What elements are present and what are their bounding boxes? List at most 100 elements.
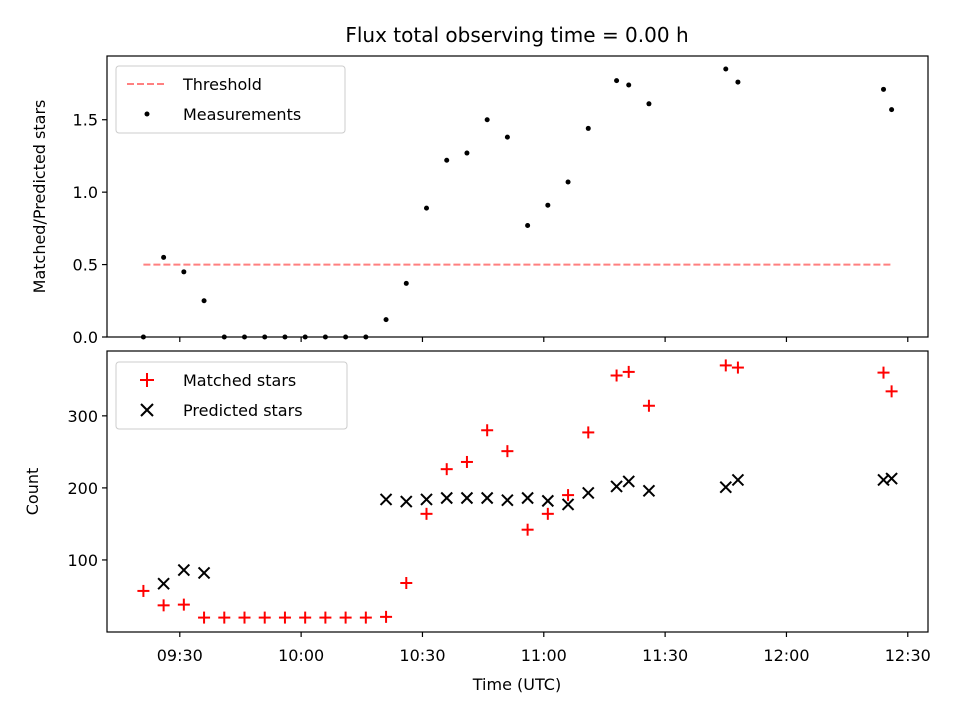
predicted-star-stroke-b	[440, 491, 453, 505]
matched-star-point	[622, 365, 635, 378]
predicted-star-point	[610, 480, 623, 493]
matched-star-point	[460, 455, 473, 468]
top-y-axis-label: Matched/Predicted stars	[30, 100, 49, 294]
predicted-star-stroke-b	[501, 493, 514, 507]
predicted-star-point	[379, 493, 393, 506]
matched-star-point	[400, 577, 413, 590]
measurement-point	[545, 202, 551, 208]
matched-star-point	[380, 610, 393, 623]
top-legend-box	[115, 65, 346, 134]
measurement-point	[161, 254, 167, 260]
measurement-point	[723, 66, 729, 72]
matched-star-point	[541, 507, 554, 520]
measurement-point	[201, 298, 207, 304]
chart-title: Flux total observing time = 0.00 h	[345, 23, 688, 47]
predicted-star-stroke-b	[561, 498, 575, 511]
predicted-star-point	[460, 491, 474, 505]
predicted-star-stroke-b	[177, 563, 191, 577]
matched-star-point	[420, 507, 433, 520]
predicted-star-stroke-b	[460, 491, 474, 505]
predicted-star-stroke-b	[157, 577, 170, 590]
bottom-y-tick-label: 300	[67, 407, 98, 426]
matched-star-point	[877, 366, 890, 379]
predicted-star-point	[521, 491, 534, 505]
measurements-legend-label: Measurements	[183, 105, 301, 124]
predicted-star-point	[561, 498, 575, 511]
top-y-tick-label: 1.0	[73, 183, 98, 202]
measurement-point	[424, 205, 430, 211]
matched-star-point	[319, 611, 332, 624]
matched-star-point	[359, 611, 372, 624]
predicted-star-stroke-b	[719, 480, 732, 494]
matched-star-point	[218, 611, 231, 624]
predicted-star-point	[157, 577, 170, 590]
measurement-point	[614, 78, 620, 84]
matched-star-point	[258, 611, 271, 624]
measurement-point	[889, 107, 895, 113]
predicted-star-stroke-b	[420, 493, 433, 506]
predicted-star-stroke-b	[480, 491, 494, 505]
predicted-star-point	[731, 473, 745, 487]
matched-star-point	[885, 385, 898, 398]
predicted-star-point	[177, 563, 191, 577]
matched-star-point	[562, 489, 575, 502]
predicted-star-stroke-b	[379, 493, 393, 506]
predicted-star-point	[719, 480, 732, 494]
bottom-y-tick-label: 200	[67, 479, 98, 498]
bottom-x-tick-label: 09:30	[157, 646, 203, 665]
matched-star-point	[501, 445, 514, 458]
matched-star-point	[137, 584, 150, 597]
threshold-legend-label: Threshold	[182, 75, 262, 94]
bottom-axes-frame	[106, 350, 929, 633]
bottom-plot-area: 100 200 300 09:30 10:00 10:30 11:00 11:30 12:00 1…	[67, 359, 931, 665]
bottom-x-tick-label: 11:30	[642, 646, 688, 665]
measurement-point	[881, 86, 887, 92]
predicted-star-point	[440, 491, 453, 505]
bottom-x-tick-label: 10:30	[399, 646, 445, 665]
x-axis-label: Time (UTC)	[472, 675, 561, 694]
measurement-point	[383, 317, 389, 323]
measurement-point	[646, 101, 652, 107]
predicted-star-stroke-b	[541, 494, 555, 508]
matched-star-point	[238, 611, 251, 624]
top-y-tick-label: 0.0	[73, 328, 98, 347]
measurement-point	[484, 117, 490, 123]
matched-star-point	[731, 361, 744, 374]
bottom-x-tick-label: 11:00	[521, 646, 567, 665]
measurement-point	[585, 125, 591, 131]
predicted-star-stroke-b	[642, 484, 656, 497]
matched-star-point	[177, 598, 190, 611]
top-y-tick-label: 1.5	[73, 111, 98, 130]
predicted-legend-marker	[140, 403, 154, 417]
predicted-star-point	[885, 472, 898, 485]
matched-star-point	[610, 369, 623, 382]
measurements-legend-marker	[144, 111, 150, 117]
predicted-star-stroke-b	[521, 491, 534, 505]
measurement-point	[403, 280, 409, 286]
predicted-star-point	[582, 486, 595, 500]
predicted-star-stroke-b	[622, 475, 635, 488]
matched-star-point	[299, 611, 312, 624]
predicted-star-stroke-b	[582, 486, 595, 500]
predicted-star-stroke-b	[400, 495, 413, 508]
matched-star-point	[339, 611, 352, 624]
predicted-star-stroke-b	[610, 480, 623, 493]
matched-star-point	[719, 359, 732, 372]
matched-star-point	[278, 611, 291, 624]
predicted-star-point	[420, 493, 433, 506]
top-plot-area: 0.0 0.5 1.0 1.5	[73, 66, 909, 347]
matched-legend-marker	[140, 373, 154, 387]
bottom-legend: Matched stars Predicted stars	[115, 361, 348, 430]
bottom-x-tick-label: 12:00	[763, 646, 809, 665]
predicted-star-point	[480, 491, 494, 505]
top-y-tick-label: 0.5	[73, 256, 98, 275]
measurement-point	[464, 150, 470, 156]
matched-star-point	[157, 599, 170, 612]
bottom-y-tick-label: 100	[67, 551, 98, 570]
predicted-star-stroke-b	[197, 566, 211, 580]
matched-star-point	[198, 611, 211, 624]
measurement-point	[181, 269, 187, 275]
top-axes-frame	[106, 55, 929, 338]
predicted-star-point	[501, 493, 514, 507]
